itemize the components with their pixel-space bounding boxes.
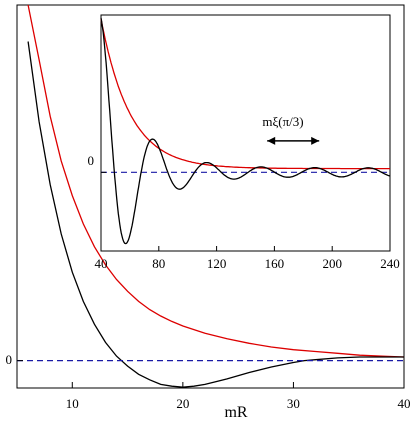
inset-y-tick-label-0: 0 xyxy=(88,153,95,168)
inset-oscillation-line xyxy=(100,17,391,245)
main-series-group xyxy=(17,4,405,388)
inset-annotation-group: mξ(π/3) xyxy=(262,114,320,145)
main-x-tick-label-0: 10 xyxy=(66,396,79,411)
inset-x-tick-label-0: 40 xyxy=(95,256,108,271)
main-x-axis-label: mR xyxy=(224,404,247,421)
main-plot-frame xyxy=(16,4,405,389)
inset-x-tick-label-5: 240 xyxy=(380,256,400,271)
main-ticks-group: 10 20 30 40 xyxy=(17,360,411,411)
inset-ticks-group: 40 80 120 160 200 240 xyxy=(95,171,400,271)
inset-plot-frame xyxy=(100,14,391,252)
main-y-tick-label-0: 0 xyxy=(6,352,13,367)
inset-series-group xyxy=(100,17,391,245)
inset-x-tick-label-4: 200 xyxy=(322,256,342,271)
main-series-line-0 xyxy=(27,4,405,358)
main-x-tick-label-3: 40 xyxy=(398,396,411,411)
main-x-tick-label-2: 30 xyxy=(287,396,300,411)
inset-x-tick-label-1: 80 xyxy=(152,256,165,271)
inset-annotation-arrowhead-left xyxy=(267,136,276,145)
inset-annotation-arrowhead-right xyxy=(311,136,320,145)
main-x-tick-label-1: 20 xyxy=(176,396,189,411)
inset-x-tick-label-2: 120 xyxy=(207,256,227,271)
inset-annotation-text: mξ(π/3) xyxy=(262,114,303,129)
inset-x-tick-label-3: 160 xyxy=(265,256,285,271)
inset-envelope-line xyxy=(100,18,390,170)
